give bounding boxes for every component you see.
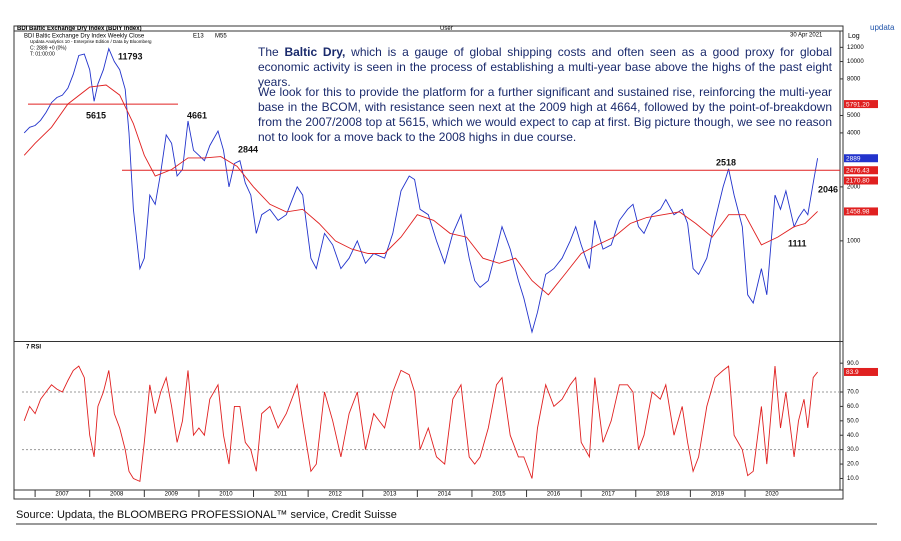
series-line bbox=[23, 84, 818, 296]
y-tick-label: 90.0 bbox=[847, 361, 859, 367]
annotation: 2046 bbox=[818, 184, 838, 194]
price-tag bbox=[844, 176, 878, 185]
x-tick-label: 2011 bbox=[274, 492, 288, 498]
info-line: T: 01:00:00 bbox=[30, 51, 55, 57]
y-tick-label: 50.0 bbox=[847, 418, 859, 424]
price-tag-label: 1458.98 bbox=[846, 209, 870, 216]
y-tick-label: 1000 bbox=[847, 238, 861, 244]
annotation: 2518 bbox=[716, 157, 736, 167]
price-tag-label: 5791.20 bbox=[846, 101, 870, 108]
x-tick-label: 2007 bbox=[55, 492, 69, 498]
frame bbox=[13, 25, 844, 500]
header-date: 30 Apr 2021 bbox=[790, 33, 823, 39]
scale-label: Log bbox=[848, 33, 860, 40]
annotation: 4661 bbox=[187, 110, 207, 120]
info-line: C: 2889 +0 (0%) bbox=[30, 45, 67, 51]
price-tag-label: 2476.43 bbox=[846, 167, 870, 174]
legend-m55: M55 bbox=[215, 34, 227, 40]
commentary-p2: We look for this to provide the platform… bbox=[258, 85, 832, 144]
header-title: BDI Baltic Exchange Dry Index (BDIY Inde… bbox=[17, 26, 142, 32]
y-tick-label: 8000 bbox=[847, 76, 861, 82]
info-line: Updata Analytics 10 - Enterprise Edition… bbox=[30, 39, 152, 44]
text: Baltic Dry, bbox=[284, 45, 346, 59]
panel-title: 7 RSI bbox=[26, 345, 41, 351]
annotation: 5615 bbox=[86, 110, 106, 120]
x-tick-label: 2018 bbox=[656, 492, 670, 498]
annotation: 2844 bbox=[238, 144, 258, 154]
y-tick-label: 12000 bbox=[847, 45, 864, 51]
series-line bbox=[23, 365, 818, 483]
text: which is a gauge of global shipping cost… bbox=[258, 45, 832, 89]
y-tick-label: 30.0 bbox=[847, 447, 859, 453]
x-tick-label: 2016 bbox=[547, 492, 561, 498]
y-tick-label: 20.0 bbox=[847, 462, 859, 468]
x-tick-label: 2017 bbox=[601, 492, 615, 498]
x-tick-label: 2012 bbox=[328, 492, 342, 498]
legend-e13: E13 bbox=[193, 34, 204, 40]
x-tick-label: 2015 bbox=[492, 492, 506, 498]
header-user: User bbox=[440, 26, 453, 32]
price-tag bbox=[844, 207, 878, 216]
annotation: 11793 bbox=[118, 51, 143, 61]
y-tick-label: 5000 bbox=[847, 113, 861, 119]
commentary-p1: The Baltic Dry, which is a gauge of glob… bbox=[258, 45, 832, 90]
x-tick-label: 2020 bbox=[765, 492, 779, 498]
x-tick-label: 2014 bbox=[438, 492, 452, 498]
price-tag bbox=[844, 100, 878, 109]
price-tag bbox=[844, 367, 878, 376]
y-tick-label: 4000 bbox=[847, 130, 861, 136]
annotation: 1111 bbox=[788, 238, 807, 248]
source: Source: Updata, the BLOOMBERG PROFESSION… bbox=[16, 509, 397, 521]
y-tick-label: 40.0 bbox=[847, 433, 859, 439]
y-tick-label: 10000 bbox=[847, 59, 864, 65]
price-tag-label: 83.9 bbox=[846, 369, 859, 376]
y-tick-label: 10.0 bbox=[847, 476, 859, 482]
text: The bbox=[258, 45, 285, 59]
x-tick-label: 2013 bbox=[383, 492, 397, 498]
price-tag-label: 2170.80 bbox=[846, 178, 870, 185]
x-tick-label: 2009 bbox=[165, 492, 179, 498]
price-tag bbox=[844, 166, 878, 175]
y-tick-label: 2000 bbox=[847, 184, 861, 190]
x-tick-label: 2008 bbox=[110, 492, 124, 498]
y-tick-label: 70.0 bbox=[847, 390, 859, 396]
price-tag-label: 2889 bbox=[846, 155, 861, 162]
brand: updata bbox=[870, 23, 895, 32]
legend-series: BDI Baltic Exchange Dry Index Weekly Clo… bbox=[24, 34, 145, 40]
x-tick-label: 2019 bbox=[711, 492, 725, 498]
x-tick-label: 2010 bbox=[219, 492, 233, 498]
y-tick-label: 60.0 bbox=[847, 404, 859, 410]
series-line bbox=[23, 47, 819, 334]
price-tag bbox=[844, 154, 878, 163]
